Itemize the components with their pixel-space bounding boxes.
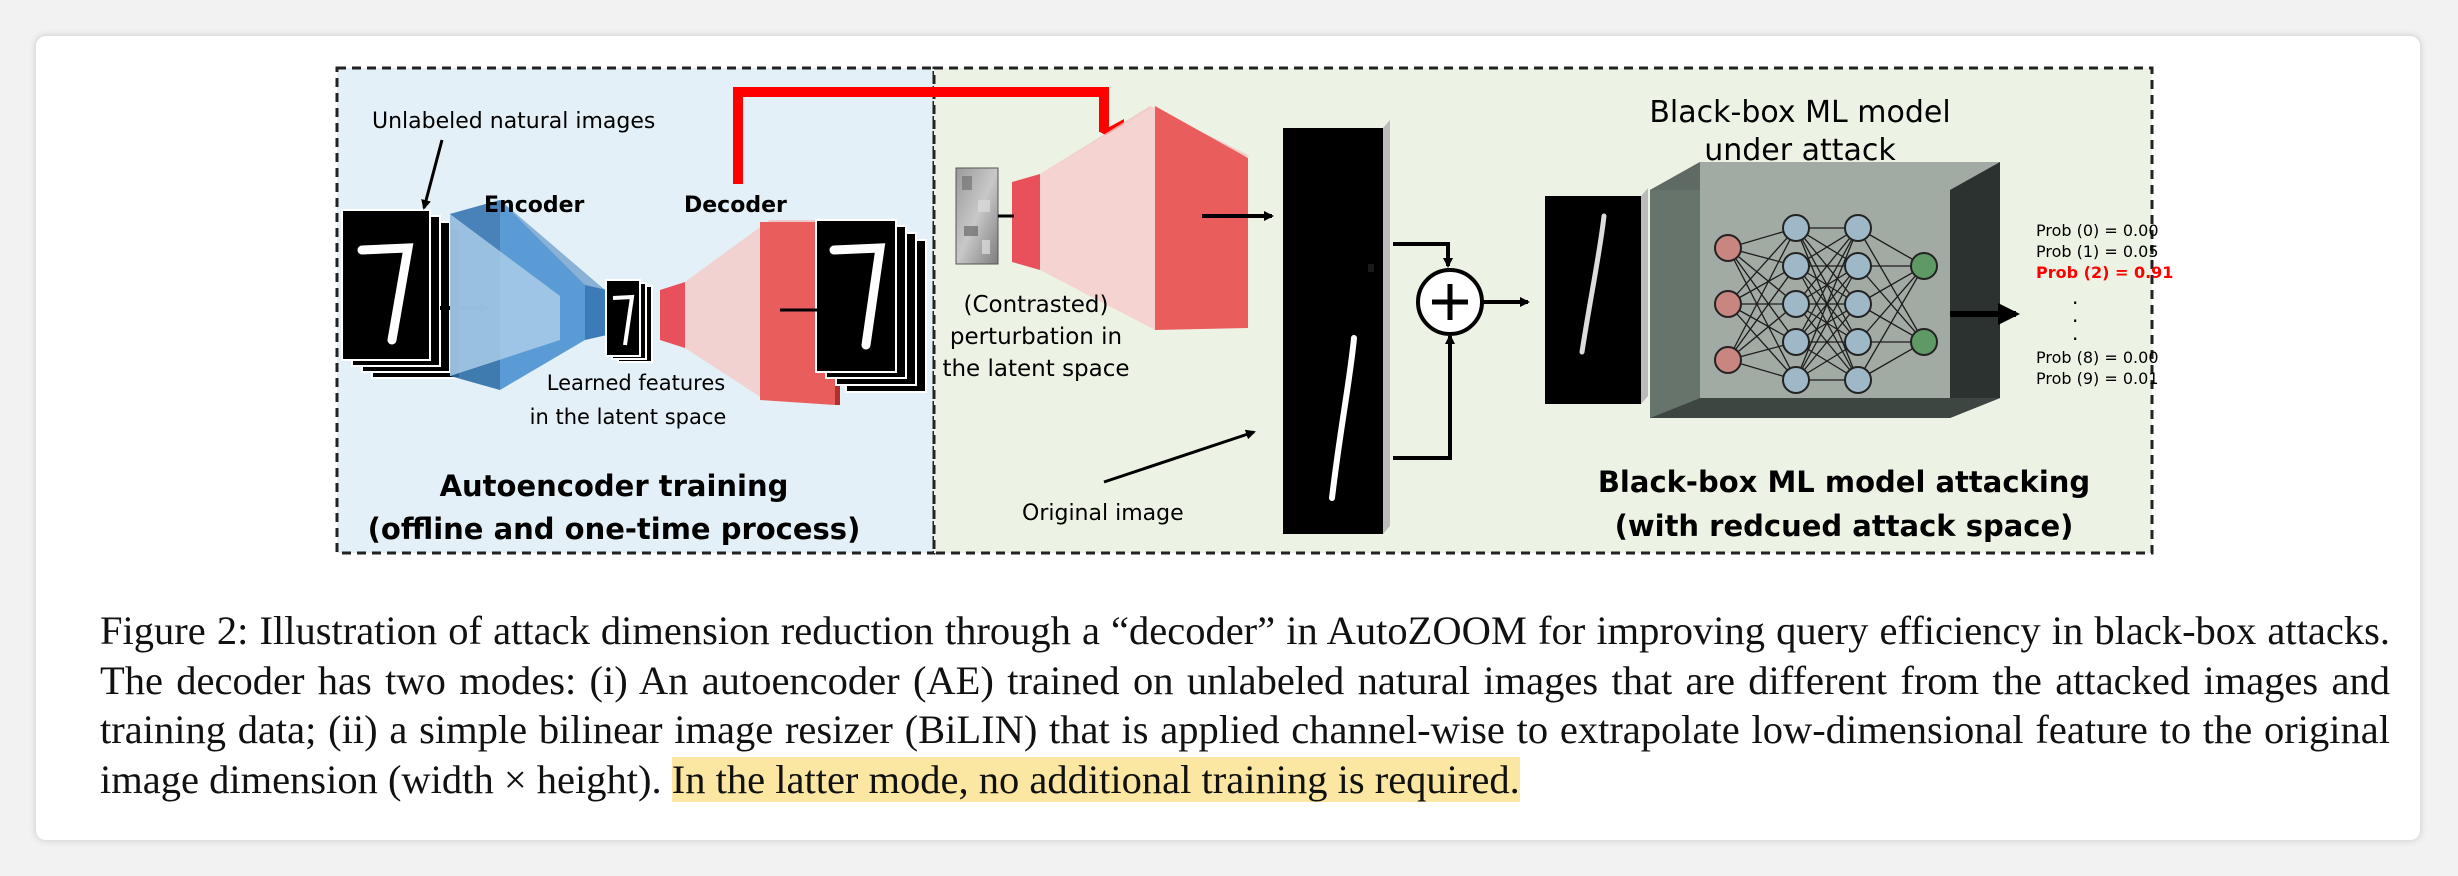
autoencoder-title-line1: Autoencoder training [440, 469, 789, 503]
original-image-label: Original image [1022, 501, 1184, 526]
probability-row: Prob (9) = 0.01 [2036, 369, 2159, 388]
neural-net-node [1844, 290, 1872, 318]
attack-title-line1: Black-box ML model attacking [1598, 465, 2090, 499]
reconstructed-image-stack [815, 219, 927, 393]
probability-row: . [2072, 303, 2078, 327]
perturbation-label-line3: the latent space [942, 356, 1129, 382]
adversarial-image [1545, 188, 1648, 404]
probability-row: Prob (0) = 0.00 [2036, 221, 2159, 240]
perturbation-label-line2: perturbation in [950, 324, 1122, 350]
neural-net-node [1782, 214, 1810, 242]
perturbation-label-line1: (Contrasted) [964, 292, 1109, 318]
model-title-line2: under attack [1704, 133, 1896, 168]
probability-row: Prob (1) = 0.05 [2036, 242, 2159, 261]
figure-diagram: Unlabeled natural images Encoder Decoder… [335, 66, 2173, 555]
caption-highlight: In the latter mode, no additional traini… [671, 756, 1520, 802]
latent-label-line2: in the latent space [530, 405, 727, 429]
probability-row: Prob (2) = 0.91 [2036, 263, 2173, 282]
unlabeled-arrow [421, 139, 444, 210]
neural-net-edge [1857, 265, 1925, 343]
neural-net-node [1714, 234, 1742, 262]
latent-feature-stack [605, 279, 653, 363]
encoder-block [450, 200, 607, 390]
neural-net-node [1714, 290, 1742, 318]
decoder-label: Decoder [684, 193, 787, 218]
neural-net-edge [1795, 227, 1859, 381]
neural-net-edge [1727, 247, 1797, 305]
neural-net-node [1844, 328, 1872, 356]
perturbation-image [955, 167, 999, 265]
model-title-line1: Black-box ML model [1649, 95, 1950, 130]
neural-net-edge [1795, 265, 1859, 381]
neural-net-edge [1727, 265, 1797, 361]
neural-net-node [1844, 366, 1872, 394]
probability-row: . [2072, 321, 2078, 345]
neural-net-node [1782, 290, 1810, 318]
neural-net-node [1714, 346, 1742, 374]
original-image-pointer [1103, 429, 1256, 484]
attack-title-line2: (with redcued attack space) [1615, 509, 2074, 543]
neural-net-edge [1795, 227, 1859, 305]
input-image-stack [341, 209, 461, 379]
figure-caption: Figure 2: Illustration of attack dimensi… [100, 606, 2390, 804]
perturbation-to-sum-arrow [1393, 242, 1453, 268]
blackbox-model-cube [1650, 162, 2000, 418]
neural-net-edge [1795, 227, 1859, 343]
neural-net-edge [1857, 265, 1925, 381]
original-to-sum-arrow [1393, 334, 1455, 460]
neural-net-node [1910, 252, 1938, 280]
neural-net-edge [1727, 303, 1797, 361]
attack-decoder-block [1012, 106, 1250, 330]
original-image [1283, 310, 1390, 534]
neural-net-node [1910, 328, 1938, 356]
neural-net-edge [1727, 227, 1797, 305]
neural-net-node [1782, 252, 1810, 280]
neural-net-edge [1727, 227, 1797, 361]
sum-operator-icon [1416, 268, 1484, 336]
decoder-reuse-arrow [733, 87, 1124, 184]
neural-net-edge [1727, 303, 1797, 381]
autoencoder-title-line2: (offline and one-time process) [368, 512, 861, 546]
probability-row: Prob (8) = 0.00 [2036, 348, 2159, 367]
probability-list: Prob (0) = 0.00 Prob (1) = 0.05 Prob (2) =… [2036, 221, 2173, 388]
encoder-label: Encoder [484, 193, 585, 218]
neural-net-edge [1795, 303, 1859, 381]
decoded-perturbation-image [1283, 120, 1390, 344]
probability-row: . [2072, 285, 2078, 309]
neural-net-node [1844, 252, 1872, 280]
neural-net-node [1782, 366, 1810, 394]
latent-label-line1: Learned features [547, 371, 725, 395]
neural-net-node [1844, 214, 1872, 242]
neural-net-nodes [1714, 214, 1938, 394]
unlabeled-label: Unlabeled natural images [372, 109, 655, 134]
caption-text: Figure 2: Illustration of attack dimensi… [100, 608, 2390, 802]
neural-net-node [1782, 328, 1810, 356]
